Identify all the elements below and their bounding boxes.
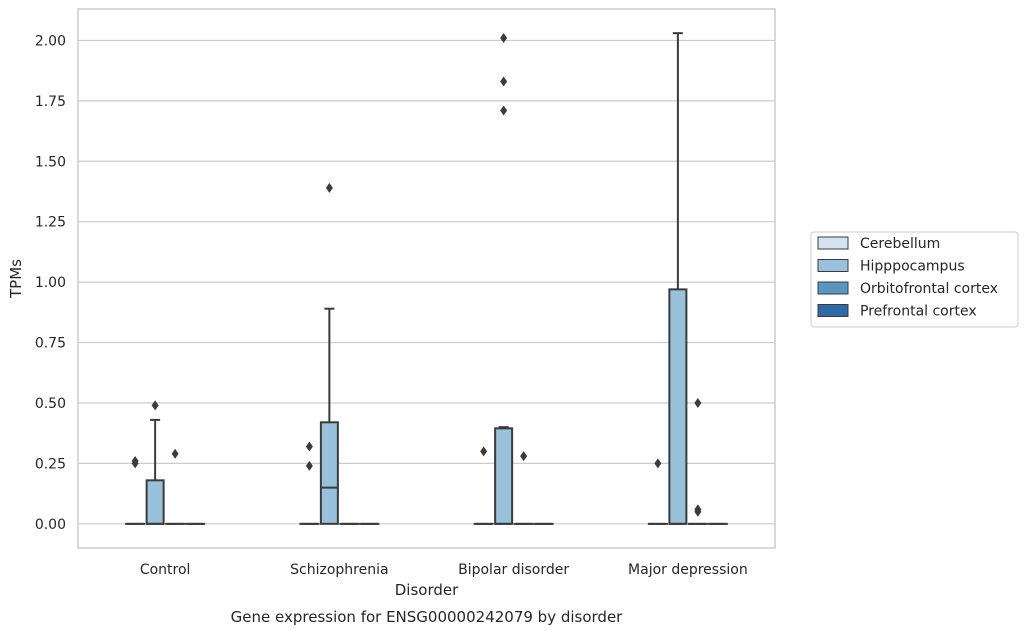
legend: Cerebellum Hipppocampus Orbitofrontal cort… (810, 231, 1019, 328)
outlier-point (654, 458, 662, 469)
x-tick-label: Control (140, 562, 191, 578)
y-tick-label: 1.50 (35, 154, 66, 170)
legend-item: Hipppocampus (817, 259, 965, 275)
y-tick-label: 0.25 (35, 456, 66, 472)
plot-frame (77, 8, 776, 549)
outlier-point (500, 105, 508, 116)
box (494, 427, 514, 525)
outlier-point (131, 455, 139, 466)
x-tick-label: Schizophrenia (290, 562, 388, 578)
box-group (165, 448, 186, 525)
box (668, 288, 688, 525)
y-tick-label: 1.75 (35, 94, 66, 110)
legend-item: Orbitofrontal cortex (817, 281, 998, 297)
box-group (145, 400, 165, 525)
legend-label: Orbitofrontal cortex (860, 281, 998, 297)
x-axis-label: Disorder (395, 581, 459, 599)
outlier-point (151, 400, 159, 411)
box-group (647, 458, 668, 525)
box-group (494, 33, 514, 525)
outlier-point (325, 182, 333, 193)
x-tick-label: Bipolar disorder (458, 562, 569, 578)
outlier-point (480, 446, 488, 457)
y-tick-labels: 0.00 0.25 0.50 0.75 1.00 1.25 1.50 1.75 2.00 (35, 33, 66, 532)
box-group (125, 455, 146, 525)
y-tick-label: 2.00 (35, 33, 66, 49)
box-group (319, 182, 339, 525)
legend-label: Prefrontal cortex (860, 304, 977, 320)
outlier-point (171, 448, 179, 459)
y-tick-label: 0.75 (35, 336, 66, 352)
box-group (687, 397, 708, 525)
outlier-point (500, 33, 508, 44)
box-group (299, 441, 320, 525)
box-group (668, 32, 688, 525)
legend-swatch (817, 259, 849, 272)
x-tick-labels: Control Schizophrenia Bipolar disorder Majo… (140, 562, 748, 578)
y-tick-label: 0.00 (35, 517, 66, 533)
y-tick-label: 1.25 (35, 215, 66, 231)
legend-swatch (817, 236, 849, 250)
legend-item: Cerebellum (817, 236, 940, 252)
legend-label: Cerebellum (860, 236, 940, 252)
y-tick-label: 1.00 (35, 275, 66, 291)
box (319, 421, 339, 525)
box-layer (125, 32, 728, 525)
outlier-point (520, 451, 528, 462)
chart-caption: Gene expression for ENSG00000242079 by d… (231, 608, 624, 626)
grid-lines (78, 39, 775, 525)
legend-frame (810, 231, 1019, 328)
legend-item: Prefrontal cortex (817, 304, 977, 320)
outlier-point (305, 441, 313, 452)
x-tick-label: Major depression (628, 562, 748, 578)
outlier-point (694, 504, 702, 515)
legend-swatch (817, 281, 849, 295)
outlier-point (694, 397, 702, 408)
legend-label: Hipppocampus (860, 259, 965, 275)
y-axis-label: TPMs (7, 259, 25, 299)
outlier-point (500, 76, 508, 87)
legend-swatch (817, 304, 849, 317)
box-group (473, 446, 494, 525)
box (145, 479, 165, 525)
outlier-point (305, 460, 313, 471)
box-group (513, 451, 534, 525)
y-tick-label: 0.50 (35, 396, 66, 412)
